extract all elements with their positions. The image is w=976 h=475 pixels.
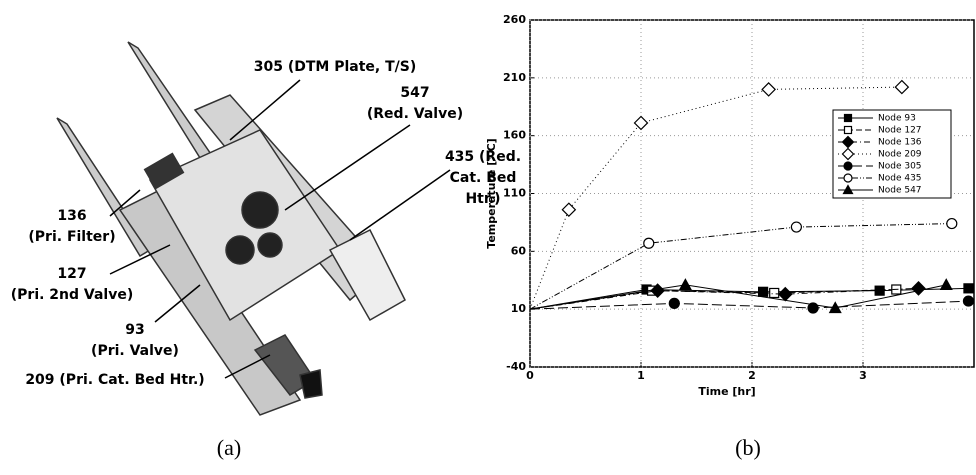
caption: (b) <box>735 435 761 460</box>
y-tick-label: 260 <box>503 13 526 26</box>
marker <box>562 203 575 216</box>
series-line <box>530 224 952 310</box>
part-label: 209 (Pri. Cat. Bed Htr.) <box>25 372 204 388</box>
marker <box>770 288 779 297</box>
y-tick-label: 210 <box>503 71 526 84</box>
y-tick-label: 110 <box>503 187 526 200</box>
legend-label: Node 435 <box>878 174 922 184</box>
y-axis-label: Temperature [° C] <box>485 138 498 248</box>
part-label: 127 <box>57 266 86 282</box>
marker <box>669 298 679 308</box>
legend-label: Node 547 <box>878 186 922 196</box>
marker <box>762 83 775 96</box>
marker <box>779 288 792 301</box>
marker <box>912 282 925 295</box>
part-label: 136 <box>57 208 86 224</box>
y-tick-label: 10 <box>511 302 527 315</box>
series-line <box>530 301 968 309</box>
part-label: (Pri. 2nd Valve) <box>11 287 134 303</box>
legend-label: Node 136 <box>878 138 922 148</box>
part-label: Cat. Bed <box>450 170 517 186</box>
y-tick-label: 160 <box>503 129 526 142</box>
marker <box>964 284 973 293</box>
x-tick-label: 2 <box>748 369 756 382</box>
marker <box>947 219 957 229</box>
page: 305 (DTM Plate, T/S) 547 (Red. Valve) 435 (… <box>0 0 976 475</box>
marker <box>895 81 908 94</box>
legend-label: Node 127 <box>878 126 922 136</box>
x-axis-label: Time [hr] <box>698 385 755 398</box>
legend-label: Node 93 <box>878 114 916 124</box>
part-label: (Pri. Valve) <box>91 343 179 359</box>
marker <box>845 127 852 134</box>
marker <box>644 238 654 248</box>
x-tick-label: 3 <box>859 369 867 382</box>
part-label: 547 <box>400 85 429 101</box>
marker <box>635 116 648 129</box>
part-label: 435 (Red. <box>445 149 521 165</box>
marker <box>680 279 691 289</box>
x-tick-label: 0 <box>526 369 534 382</box>
y-tick-label: 60 <box>511 244 527 257</box>
marker <box>759 287 768 296</box>
x-tick-label: 1 <box>637 369 645 382</box>
chart: -40 10 60 110 160 210 260 0 1 2 3 Time [hr] Temperat… <box>485 13 974 398</box>
part-label: (Pri. Filter) <box>28 229 115 245</box>
y-tick-label: -40 <box>506 360 526 373</box>
marker <box>963 296 973 306</box>
marker <box>844 162 852 170</box>
part-label: 93 <box>125 322 144 338</box>
marker <box>845 115 852 122</box>
figure: 305 (DTM Plate, T/S) 547 (Red. Valve) 435 (… <box>0 0 976 471</box>
caption: (a) <box>217 435 241 460</box>
marker <box>844 174 852 182</box>
part-label: 305 (DTM Plate, T/S) <box>254 59 417 75</box>
marker <box>791 222 801 232</box>
legend-label: Node 209 <box>878 150 922 160</box>
marker <box>941 279 952 289</box>
part-label: (Red. Valve) <box>367 106 463 122</box>
legend-label: Node 305 <box>878 162 922 172</box>
